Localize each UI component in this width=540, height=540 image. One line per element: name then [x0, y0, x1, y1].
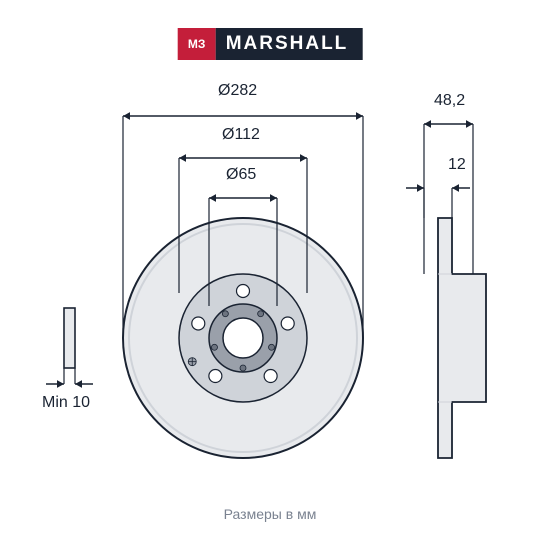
- brand-logo: МЗ MARSHALL: [178, 28, 363, 60]
- logo-text: MARSHALL: [216, 28, 363, 60]
- drawing-stage: Ø282 Ø112 Ø65 48,2 12 Min 10: [0, 80, 540, 480]
- drawing-svg: [0, 80, 540, 480]
- dim-min-label: Min 10: [42, 394, 90, 412]
- dim-height-label: 48,2: [434, 92, 465, 110]
- dim-d112-label: Ø112: [222, 126, 260, 144]
- logo-badge: МЗ: [178, 28, 216, 60]
- dim-d65-label: Ø65: [226, 166, 256, 184]
- dim-thickness-label: 12: [448, 156, 466, 174]
- dim-d282-label: Ø282: [218, 82, 257, 100]
- caption: Размеры в мм: [0, 506, 540, 522]
